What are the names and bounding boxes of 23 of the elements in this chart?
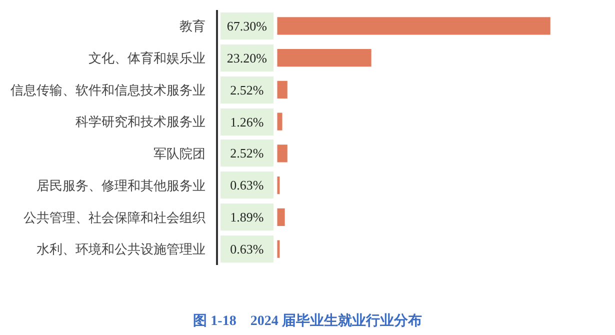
data-label: 2.52% xyxy=(230,146,264,160)
data-label: 67.30% xyxy=(226,18,268,34)
y-tick-label: 公共管理、社会保障和社会组织 xyxy=(23,210,206,225)
data-label: 0.63% xyxy=(230,178,264,192)
bar xyxy=(277,112,282,130)
y-tick-label: 军队院团 xyxy=(153,146,206,161)
bar xyxy=(277,144,288,162)
text: 图 1-18 2024 届毕业生就业行业分布 xyxy=(193,312,422,329)
data-label: 1.89% xyxy=(230,210,264,224)
y-tick-label: 信息传输、软件和信息技术服务业 xyxy=(10,82,206,98)
y-tick-label: 科学研究和技术服务业 xyxy=(75,114,206,130)
data-label: 0.63% xyxy=(230,242,264,256)
data-label: 2.52% xyxy=(230,82,264,98)
bar xyxy=(277,49,372,67)
y-tick-label: 水利、环境和公共设施管理业 xyxy=(36,242,206,257)
bar xyxy=(277,17,550,35)
data-label: 1.26% xyxy=(230,114,264,130)
bar xyxy=(277,80,288,98)
y-tick-label: 教育 xyxy=(179,18,206,34)
y-tick-label: 文化、体育和娱乐业 xyxy=(88,50,206,66)
bar xyxy=(277,208,285,226)
data-label: 23.20% xyxy=(226,50,268,66)
y-tick-label: 居民服务、修理和其他服务业 xyxy=(36,178,206,193)
